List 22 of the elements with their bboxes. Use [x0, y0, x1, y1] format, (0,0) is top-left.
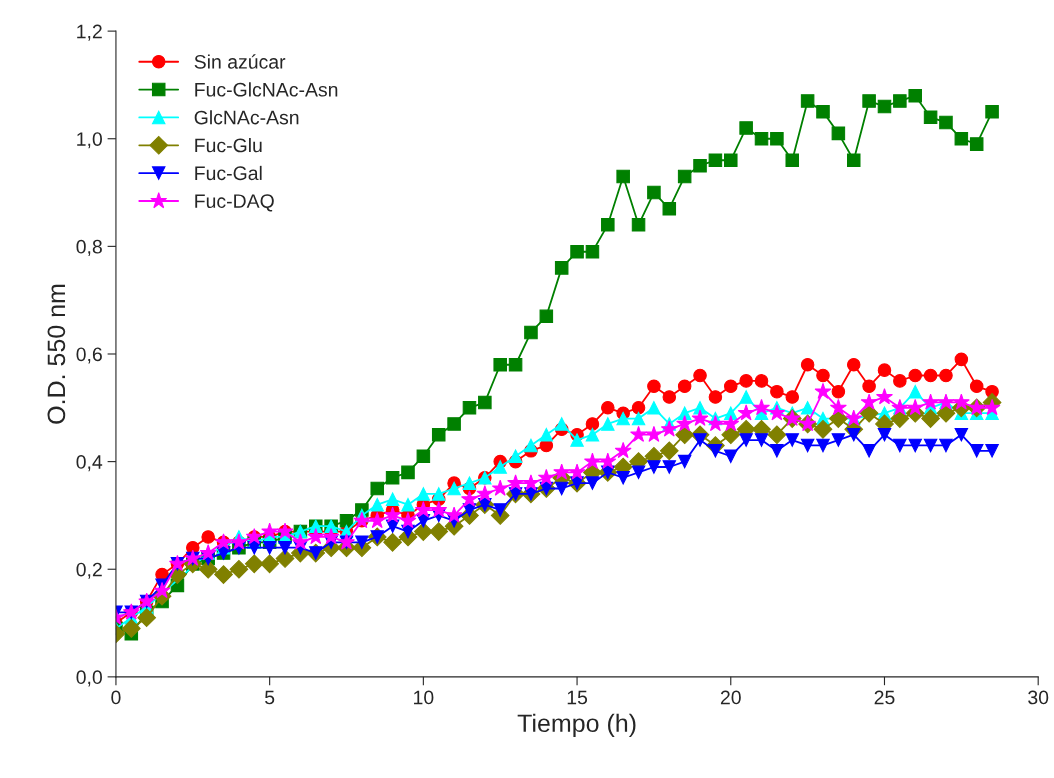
- legend-label: Fuc-Glu: [195, 138, 262, 153]
- legend-label: Sin azúcar: [194, 54, 286, 69]
- y-axis-title: O.D. 550 nm: [47, 284, 66, 424]
- y-tick-label: 1,0: [77, 132, 102, 149]
- legend-label: Fuc-Gal: [195, 165, 262, 181]
- legend-label: Fuc-GlcNAc-Asn: [195, 82, 338, 97]
- legend-label: GlcNAc-Asn: [194, 110, 299, 125]
- x-tick-label: 0: [111, 690, 121, 705]
- y-tick-label: 0,8: [76, 239, 102, 256]
- y-tick-label: 0,4: [76, 455, 103, 472]
- x-axis-title: Tiempo (h): [517, 713, 636, 738]
- x-tick-label: 15: [567, 690, 588, 705]
- x-tick-label: 5: [265, 690, 275, 705]
- y-tick-label: 0,0: [76, 670, 102, 687]
- y-tick-label: 0,6: [76, 347, 102, 364]
- y-tick-label: 0,2: [76, 562, 102, 579]
- x-tick-label: 10: [414, 690, 434, 705]
- legend-label: Fuc-DAQ: [195, 194, 274, 212]
- y-tick-label: 1,2: [77, 24, 102, 41]
- x-tick-label: 25: [874, 690, 895, 705]
- x-tick-label: 20: [720, 690, 741, 705]
- x-tick-label: 30: [1028, 690, 1049, 705]
